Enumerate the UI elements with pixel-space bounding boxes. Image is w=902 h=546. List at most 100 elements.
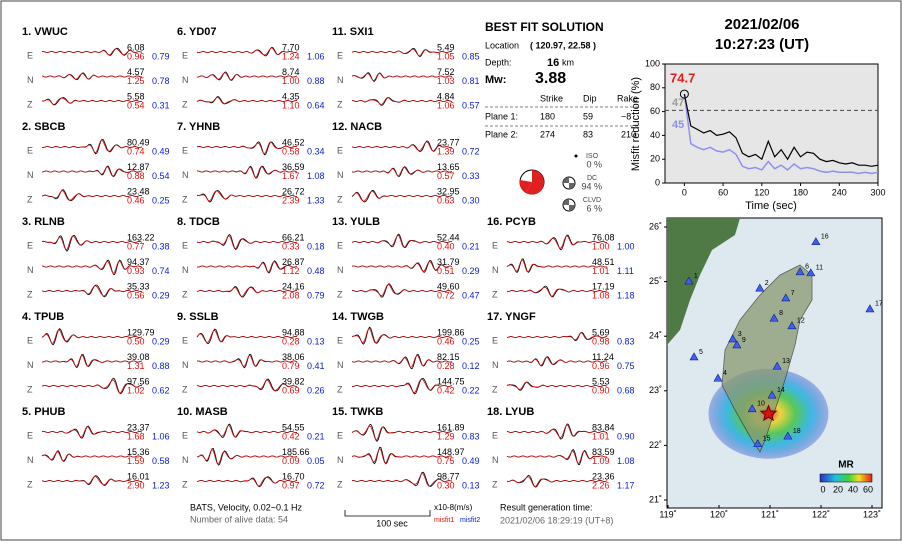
y-tick-label: 20: [650, 154, 660, 164]
misfit1: 0.40: [437, 241, 455, 251]
component-label: E: [182, 240, 188, 250]
component-label: Z: [27, 99, 33, 109]
station-label: 8: [779, 310, 783, 317]
misfit2: 0.13: [307, 336, 325, 346]
amplitude: 26.72: [282, 186, 305, 196]
amplitude: 48.51: [592, 257, 615, 267]
component-label: E: [182, 430, 188, 440]
synthetic-waveform: [41, 73, 143, 80]
amplitude: 5.49: [437, 42, 455, 52]
amplitude: 80.49: [127, 137, 150, 147]
misfit1: 0.79: [282, 361, 300, 371]
amplitude: 31.79: [437, 257, 460, 267]
map-y-label: 24˚: [649, 331, 662, 341]
misfit2: 1.11: [617, 266, 634, 276]
misfit1: 1.03: [437, 76, 455, 86]
misfit1: 0.96: [592, 361, 610, 371]
misfit2: 0.25: [152, 195, 170, 205]
component-label: Z: [337, 194, 343, 204]
amplitude: 82.15: [437, 352, 460, 362]
amplitude: 17.19: [592, 281, 615, 291]
station-label: 18: [793, 428, 801, 435]
misfit2: 0.79: [152, 51, 170, 61]
synthetic-waveform: [196, 235, 298, 249]
colorbar-tick: 40: [848, 484, 858, 494]
misfit1: 0.93: [127, 266, 145, 276]
misfit2: 0.31: [152, 100, 170, 110]
station-label: 15: [763, 436, 771, 443]
map-y-label: 22˚: [649, 440, 662, 450]
misfit1: 0.77: [127, 241, 145, 251]
synthetic-waveform: [351, 166, 453, 177]
synthetic-waveform: [351, 141, 453, 152]
annotation-max: 74.7: [670, 70, 695, 85]
y-tick-label: 100: [645, 58, 660, 68]
station-label: 6: [805, 264, 809, 271]
misfit2: 0.05: [307, 456, 325, 466]
amplitude: 97.56: [127, 376, 150, 386]
plane-cell: 180: [540, 111, 555, 121]
beach-ball-fill: [526, 182, 545, 195]
amplitude: 199.86: [437, 327, 465, 337]
misfit1: 0.46: [437, 336, 455, 346]
misfit1: 0.90: [592, 385, 610, 395]
misfit1: 0.58: [282, 146, 300, 156]
component-label: N: [182, 455, 189, 465]
amplitude: 39.82: [282, 376, 305, 386]
misfit2: 0.48: [307, 266, 325, 276]
synthetic-waveform: [41, 48, 143, 56]
amplitude: 36.59: [282, 162, 305, 172]
synthetic-waveform: [506, 381, 608, 390]
synthetic-waveform: [506, 476, 608, 488]
misfit2: 0.33: [462, 171, 480, 181]
synthetic-waveform: [351, 260, 453, 272]
units: x10-8(m/s): [434, 503, 473, 512]
plane-header: Strike: [540, 93, 563, 103]
misfit1: 1.29: [437, 431, 455, 441]
component-label: E: [337, 145, 343, 155]
station-marker: [769, 313, 779, 322]
synthetic-waveform: [351, 190, 453, 202]
synthetic-waveform: [351, 97, 453, 105]
component-label: Z: [27, 194, 33, 204]
component-label: N: [182, 170, 189, 180]
synthetic-waveform: [506, 356, 608, 366]
component-label: E: [337, 240, 343, 250]
station-label: 9: [742, 337, 746, 344]
station-title: 15. TWKB: [332, 406, 383, 418]
plane-header: Dip: [583, 93, 597, 103]
station-title: 12. NACB: [332, 121, 382, 133]
amplitude: 4.35: [282, 91, 300, 101]
component-label: N: [182, 75, 189, 85]
amplitude: 94.37: [127, 257, 150, 267]
misfit1: 1.25: [127, 76, 145, 86]
station-marker: [728, 334, 738, 343]
amplitude: 7.70: [282, 42, 300, 52]
synthetic-waveform: [351, 283, 453, 296]
plane-cell: 83: [583, 129, 593, 139]
misfit2: 1.00: [617, 241, 635, 251]
synthetic-waveform: [506, 286, 608, 297]
misfit1: 0.74: [127, 146, 145, 156]
component-label: N: [337, 75, 344, 85]
component-ball-fill: [563, 177, 575, 189]
misfit1: 0.63: [437, 195, 455, 205]
station-title: 8. TDCB: [177, 216, 220, 228]
amplitude: 38.06: [282, 352, 305, 362]
misfit-line: [683, 94, 879, 175]
misfit2: 0.38: [152, 241, 170, 251]
misfit-line: [683, 93, 879, 167]
synthetic-waveform: [351, 425, 453, 441]
component-pct: 94 %: [581, 181, 602, 191]
component-label: Z: [182, 194, 188, 204]
misfit1: 1.10: [282, 100, 300, 110]
station-title: 3. RLNB: [22, 216, 65, 228]
misfit1: 0.88: [127, 171, 145, 181]
synthetic-waveform: [196, 72, 298, 81]
legend-misfit2: misfit2: [460, 517, 480, 524]
station-title: 10. MASB: [177, 406, 228, 418]
misfit2: 0.58: [152, 456, 170, 466]
amplitude: 15.36: [127, 447, 150, 457]
misfit1: 2.90: [127, 480, 145, 490]
y-axis-label: Misfit reduction (%): [630, 77, 642, 171]
